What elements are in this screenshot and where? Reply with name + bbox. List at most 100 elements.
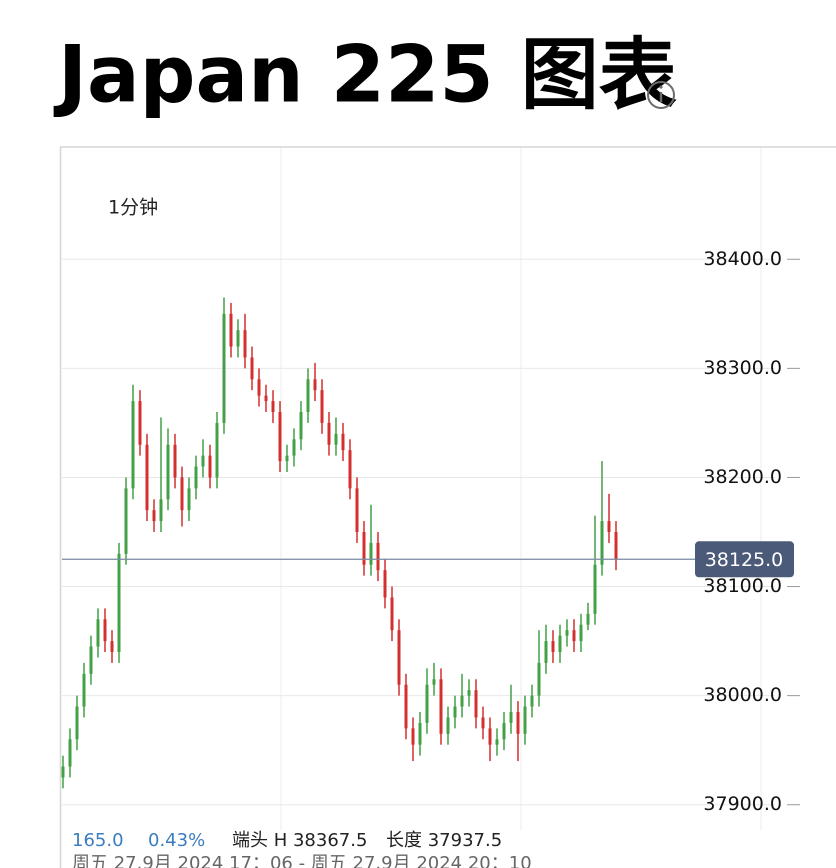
candle-body — [292, 439, 296, 456]
candle-body — [446, 717, 450, 734]
y-tick-label: 38400.0 — [703, 248, 782, 270]
candle-body — [565, 630, 569, 636]
candle-body — [313, 379, 317, 391]
candle-body — [68, 739, 72, 767]
candle-body — [488, 728, 492, 745]
candle-body — [572, 630, 576, 642]
candle-body — [530, 695, 534, 707]
candle-body — [285, 455, 289, 462]
candle-body — [306, 379, 310, 412]
candle-body — [418, 722, 422, 745]
candle-body — [579, 624, 583, 642]
candle-body — [460, 695, 464, 707]
candle-body — [362, 532, 366, 565]
time-range: 周五 27.9月 2024 17：06 - 周五 27.9月 2024 20：1… — [72, 853, 532, 868]
candle-body — [75, 706, 79, 740]
candle-body — [453, 706, 457, 718]
candle-body — [145, 444, 149, 511]
candle-body — [593, 564, 597, 614]
candle-body — [600, 521, 604, 565]
low-value: 长度 37937.5 — [386, 830, 502, 851]
candle-body — [523, 706, 527, 734]
candle-body — [376, 542, 380, 571]
change-percent: 0.43% — [148, 830, 205, 851]
candle-body — [250, 357, 254, 380]
candle-body — [404, 684, 408, 729]
candle-body — [201, 455, 205, 467]
candle-body — [551, 641, 555, 652]
candle-body — [348, 450, 352, 489]
y-tick-label: 37900.0 — [703, 793, 782, 815]
change-value: 165.0 — [72, 830, 124, 851]
candle-body — [397, 630, 401, 685]
candle-body — [166, 444, 170, 500]
candle-body — [341, 433, 345, 451]
candle-body — [96, 619, 100, 647]
candle-body — [502, 722, 506, 740]
candle-body — [117, 553, 121, 652]
candle-body — [516, 712, 520, 734]
candle-body — [299, 412, 303, 440]
y-tick-label: 38100.0 — [703, 575, 782, 597]
page-title: Japan 225 图表 — [53, 30, 677, 120]
candle-body — [159, 499, 163, 522]
plot-area: 37900.0 38000.0 38100.0 38200.0 38300.0 38400… — [61, 248, 800, 815]
candle-body — [236, 330, 240, 347]
candle-body — [425, 684, 429, 723]
candle-body — [586, 613, 590, 625]
candle-body — [467, 690, 471, 696]
candle-body — [439, 679, 443, 734]
candle-body — [355, 488, 359, 532]
candle-body — [89, 646, 93, 674]
candle-body — [124, 488, 128, 554]
candle-body — [383, 570, 387, 598]
candle-body — [271, 401, 275, 412]
candle-body — [208, 455, 212, 478]
candle-body — [215, 422, 219, 478]
y-tick-label: 38300.0 — [703, 357, 782, 379]
candle-body — [131, 401, 135, 489]
last-price-label: 38125.0 — [705, 549, 784, 571]
candle-body — [243, 330, 247, 358]
candle-body — [320, 390, 324, 423]
candle-body — [278, 412, 282, 462]
candle-body — [369, 542, 373, 565]
last-price-badge — [695, 541, 794, 578]
candle-body — [481, 717, 485, 729]
candle-body — [222, 313, 226, 423]
interval-label[interactable]: 1分钟 — [108, 197, 158, 219]
candle-body — [432, 679, 436, 685]
candle-body — [61, 766, 65, 778]
candle-body — [334, 433, 338, 445]
candle-body — [257, 379, 261, 396]
candle-body — [614, 532, 618, 560]
candle-body — [474, 690, 478, 718]
candle-body — [327, 422, 331, 445]
candle-body — [187, 488, 191, 511]
candle-body — [152, 510, 156, 522]
high-value: 端头 H 38367.5 — [232, 830, 367, 851]
candle-body — [558, 635, 562, 652]
candle-body — [495, 739, 499, 745]
candle-body — [509, 712, 513, 723]
candle-body — [194, 466, 198, 489]
candle-body — [544, 641, 548, 663]
candle-body — [103, 619, 107, 642]
candle-body — [180, 477, 184, 511]
info-icon[interactable] — [647, 81, 675, 109]
candle-body — [229, 313, 233, 347]
candle-body — [607, 521, 611, 532]
candle-body — [82, 673, 86, 707]
candle-body — [411, 728, 415, 745]
info-icon-circle[interactable] — [647, 81, 675, 109]
info-icon-dot[interactable] — [659, 85, 663, 89]
candle-body — [173, 444, 177, 478]
y-tick-label: 38200.0 — [703, 466, 782, 488]
candle-body — [264, 395, 268, 402]
candle-body — [537, 662, 541, 696]
candle-body — [390, 597, 394, 631]
candle-body — [110, 641, 114, 652]
y-tick-label: 38000.0 — [703, 684, 782, 706]
